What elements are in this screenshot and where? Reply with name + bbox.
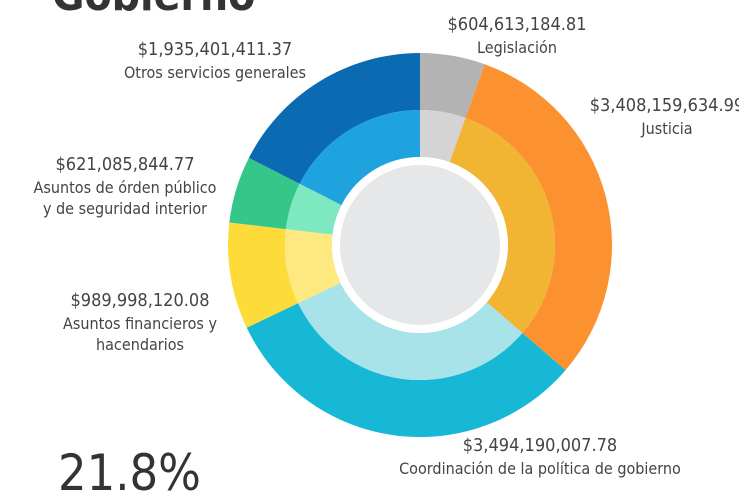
annotation: 21.8% [58,444,201,494]
inner-slice [285,183,342,235]
inner-slice [298,282,523,381]
slice [465,64,613,371]
inner-slice [449,117,555,334]
slice [248,53,420,184]
category-label: Asuntos financieros y [63,314,217,333]
category-label: Asuntos de órden público [34,178,217,197]
inner-slice [285,229,341,304]
value-label: $3,494,190,007.78 [463,435,617,456]
category-label: Coordinación de la política de gobierno [399,459,681,478]
inner-slice [420,110,466,163]
center [340,165,500,325]
value-label: $604,613,184.81 [447,14,586,35]
category-label: y de seguridad interior [43,199,207,218]
value-label: $3,408,159,634.99 [590,95,739,116]
value-label: $1,935,401,411.37 [138,39,292,60]
category-label: hacendarios [96,335,184,354]
value-label: $621,085,844.77 [55,154,194,175]
category-label: Justicia [640,119,692,138]
category-label: Legislación [477,38,557,57]
slice [229,157,300,230]
slice [420,53,485,118]
category-label: Otros servicios generales [124,63,306,82]
chart-title: Gobierno [52,0,255,21]
inner-slice [299,110,420,206]
value-label: $989,998,120.08 [70,290,209,311]
slice [246,303,566,438]
slice [228,222,299,328]
